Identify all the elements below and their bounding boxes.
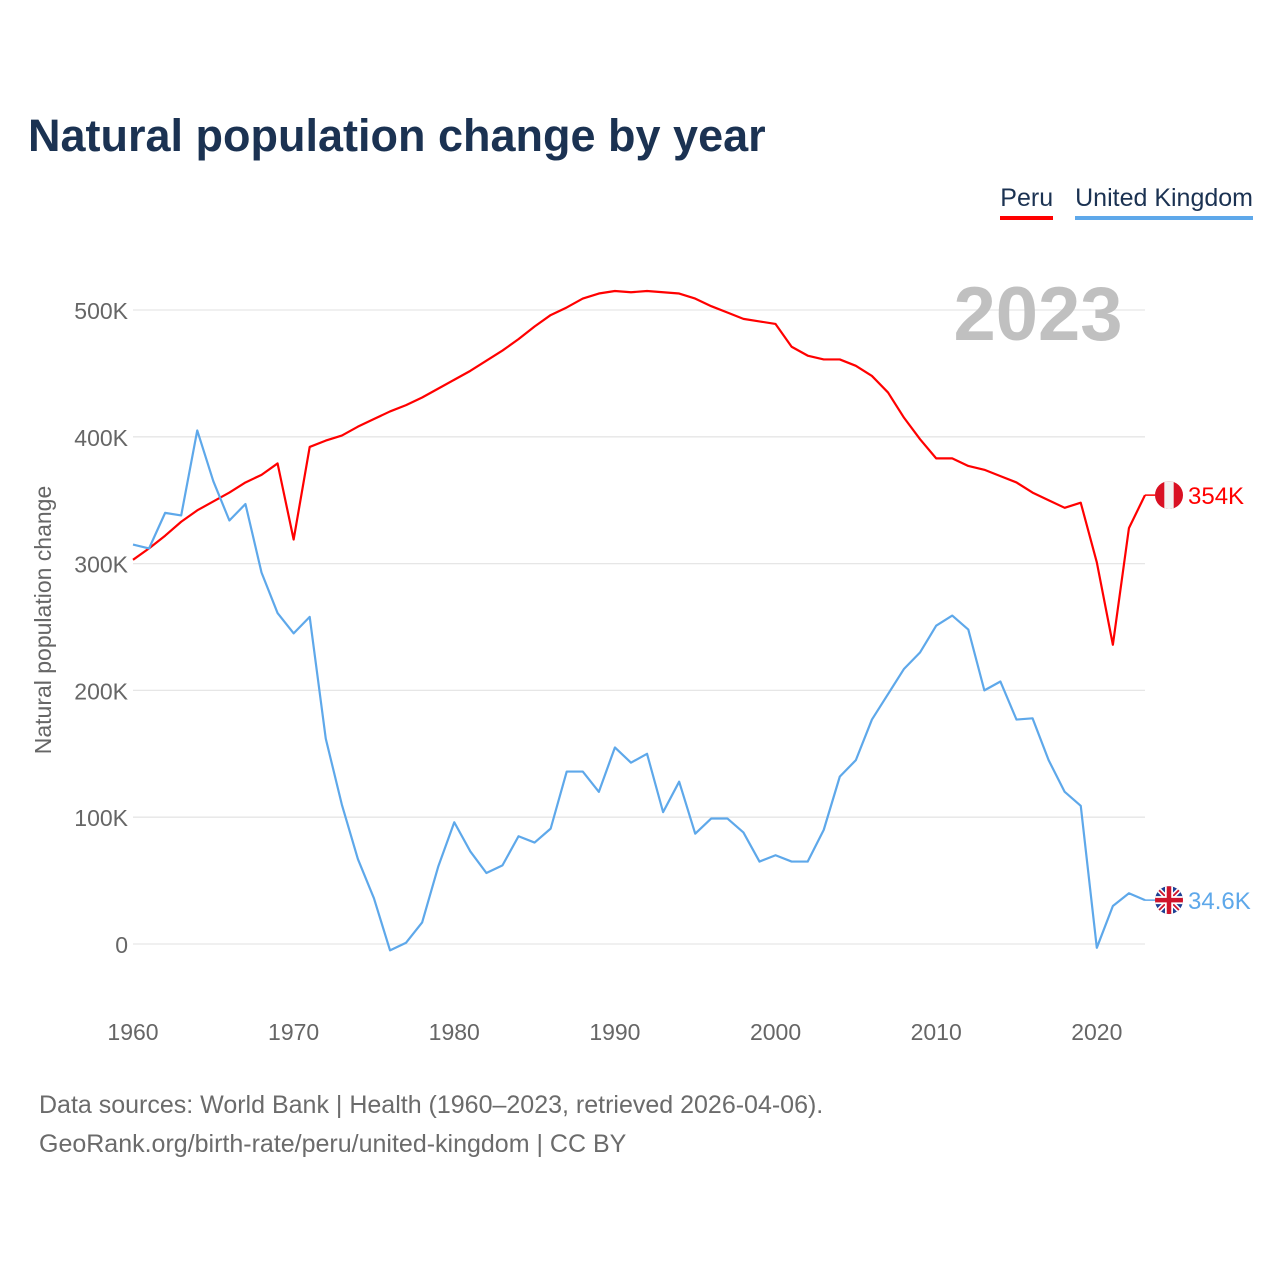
legend-item-peru[interactable]: Peru	[1000, 184, 1054, 220]
flag-white	[1164, 481, 1174, 510]
flag-body	[1155, 886, 1183, 915]
y-tick-label: 400K	[74, 425, 128, 451]
year-watermark: 2023	[953, 272, 1122, 357]
y-tick-label: 100K	[74, 805, 128, 831]
x-tick-label: 1990	[589, 1019, 640, 1045]
y-tick-label: 500K	[74, 298, 128, 324]
legend: Peru United Kingdom	[1000, 184, 1253, 220]
y-tick-label: 0	[115, 932, 128, 958]
end-value-label: 354K	[1188, 483, 1244, 510]
end-value-label: 34.6K	[1188, 888, 1251, 915]
source-link[interactable]: GeoRank.org/birth-rate/peru/united-kingd…	[39, 1130, 627, 1158]
series-line-united-kingdom	[132, 429, 1146, 952]
chart-title: Natural population change by year	[28, 110, 766, 161]
y-tick-label: 300K	[74, 552, 128, 578]
legend-item-united-kingdom[interactable]: United Kingdom	[1075, 184, 1253, 220]
x-tick-label: 2010	[911, 1019, 962, 1045]
x-tick-label: 2000	[750, 1019, 801, 1045]
x-tick-label: 1960	[107, 1019, 158, 1045]
flag-body	[1155, 481, 1183, 510]
peru-flag-icon	[1155, 481, 1183, 510]
footer: Data sources: World Bank | Health (1960–…	[39, 1086, 823, 1164]
uk-flag-icon	[1155, 886, 1183, 915]
y-tick-label: 200K	[74, 678, 128, 704]
x-tick-label: 1980	[429, 1019, 480, 1045]
data-source-text: Data sources: World Bank | Health (1960–…	[39, 1091, 824, 1119]
x-tick-label: 1970	[268, 1019, 319, 1045]
x-tick-label: 2020	[1071, 1019, 1122, 1045]
series-line-peru	[132, 289, 1146, 646]
y-axis-label: Natural population change	[30, 486, 56, 755]
flag-cross-red	[1155, 886, 1183, 915]
